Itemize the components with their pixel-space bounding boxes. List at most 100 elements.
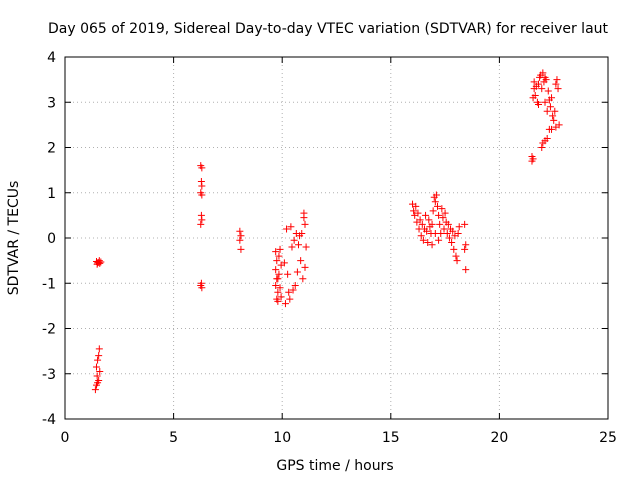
data-point: [544, 87, 552, 95]
data-point: [287, 223, 295, 231]
data-point: [272, 248, 280, 256]
data-point: [431, 198, 439, 206]
data-point: [273, 257, 281, 265]
data-point: [283, 225, 291, 233]
data-point: [274, 275, 282, 283]
data-point: [448, 239, 456, 247]
data-point: [444, 220, 452, 228]
data-point: [412, 202, 420, 210]
data-point: [449, 227, 457, 235]
data-point: [276, 245, 284, 253]
data-point: [275, 270, 283, 278]
data-point: [543, 107, 551, 115]
grid-lines: [65, 57, 608, 419]
data-point: [543, 134, 551, 142]
data-point: [428, 220, 436, 228]
data-point: [433, 202, 441, 210]
data-point: [197, 220, 205, 228]
data-point: [416, 216, 424, 224]
data-point: [554, 85, 562, 93]
y-tick-label: 4: [47, 50, 56, 66]
data-point: [92, 363, 100, 371]
y-tick-labels: -4 -3 -2 -1 0 1 2 3 4: [42, 50, 56, 428]
data-point: [293, 268, 301, 276]
y-tick-label: 1: [47, 186, 56, 202]
data-point: [424, 239, 432, 247]
data-point: [450, 245, 458, 253]
y-tick-label: -2: [42, 322, 56, 338]
data-point: [443, 229, 451, 237]
data-point: [541, 73, 549, 81]
data-point: [236, 227, 244, 235]
data-point: [298, 229, 306, 237]
axis-ticks: [64, 56, 609, 420]
data-point: [545, 125, 553, 133]
data-point: [453, 257, 461, 265]
data-point: [531, 91, 539, 99]
data-point: [275, 252, 283, 260]
data-point: [198, 164, 206, 172]
y-tick-label: -1: [42, 276, 56, 292]
data-point: [423, 227, 431, 235]
x-tick-label: 25: [599, 430, 617, 446]
data-point: [548, 94, 556, 102]
data-point: [528, 157, 536, 165]
data-point: [439, 214, 447, 222]
data-point: [530, 78, 538, 86]
data-point: [274, 288, 282, 296]
data-point: [302, 243, 310, 251]
y-tick-label: -3: [42, 367, 56, 383]
data-point: [285, 288, 293, 296]
data-point: [274, 297, 282, 305]
data-point: [289, 286, 297, 294]
data-point: [431, 229, 439, 237]
data-point: [198, 216, 206, 224]
chart-title: Day 065 of 2019, Sidereal Day-to-day VTE…: [48, 21, 609, 37]
data-point: [435, 211, 443, 219]
data-point: [95, 352, 103, 360]
data-point: [301, 263, 309, 271]
data-point: [198, 182, 206, 190]
data-point: [96, 367, 104, 375]
data-point: [551, 107, 559, 115]
data-point: [410, 207, 418, 215]
y-tick-label: 0: [47, 231, 56, 247]
data-point: [294, 241, 302, 249]
data-point: [301, 220, 309, 228]
data-point: [438, 205, 446, 213]
data-point: [272, 282, 280, 290]
data-point: [435, 236, 443, 244]
data-point: [291, 282, 299, 290]
data-point: [422, 211, 430, 219]
data-point: [539, 69, 547, 77]
data-point: [429, 207, 437, 215]
data-point: [432, 191, 440, 199]
data-point: [553, 76, 561, 84]
data-point: [549, 112, 557, 120]
data-point: [461, 220, 469, 228]
data-point: [97, 258, 105, 266]
data-point: [419, 236, 427, 244]
data-point: [552, 80, 560, 88]
data-point: [284, 270, 292, 278]
data-point: [462, 241, 470, 249]
data-point: [95, 345, 103, 353]
data-point: [288, 243, 296, 251]
data-point: [95, 257, 103, 265]
x-tick-label: 5: [169, 430, 178, 446]
data-point: [445, 234, 453, 242]
data-point: [425, 216, 433, 224]
data-point: [462, 266, 470, 274]
x-tick-label: 15: [382, 430, 400, 446]
data-point: [297, 257, 305, 265]
x-tick-label: 20: [490, 430, 508, 446]
data-point: [280, 259, 288, 267]
x-tick-label: 0: [61, 430, 70, 446]
data-point: [277, 293, 285, 301]
data-point: [198, 191, 206, 199]
data-point: [538, 144, 546, 151]
data-point: [93, 260, 101, 268]
data-markers: [91, 69, 563, 394]
data-point: [299, 275, 307, 283]
data-point: [418, 220, 426, 228]
